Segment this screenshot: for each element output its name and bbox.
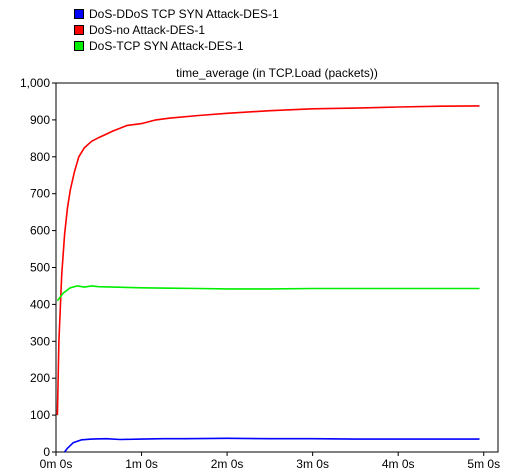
series-line [63,437,480,453]
series-line [56,285,480,302]
legend-swatch [74,41,84,51]
legend-swatch [74,25,84,35]
legend-label: DoS-TCP SYN Attack-DES-1 [89,39,244,53]
x-tick-label: 2m 0s [211,457,244,471]
x-tick-label: 3m 0s [296,457,329,471]
axes: 0 100 200 300 400 500 600 700 800 900 1,000 0m 0s 1m… [20,76,500,471]
legend-label: DoS-DDoS TCP SYN Attack-DES-1 [89,7,279,21]
chart-title: time_average (in TCP.Load (packets)) [176,66,378,80]
y-tick-label: 200 [30,371,50,385]
y-tick-label: 900 [30,113,50,127]
y-tick-label: 700 [30,187,50,201]
x-tick-label: 4m 0s [382,457,415,471]
legend-item: DoS-no Attack-DES-1 [74,22,279,38]
y-tick-label: 800 [30,150,50,164]
y-tick-label: 0 [43,445,50,459]
x-tick-label: 0m 0s [40,457,73,471]
legend-label: DoS-no Attack-DES-1 [89,23,206,37]
series-line [56,105,480,416]
y-tick-label: 100 [30,408,50,422]
y-tick-label: 300 [30,334,50,348]
y-tick-label: 600 [30,224,50,238]
x-tick-label: 5m 0s [467,457,500,471]
y-tick-label: 500 [30,261,50,275]
legend-swatch [74,9,84,19]
x-tick-label: 1m 0s [125,457,158,471]
y-tick-label: 1,000 [20,76,50,90]
plot-area [55,82,499,453]
legend-item: DoS-TCP SYN Attack-DES-1 [74,38,279,54]
y-tick-label: 400 [30,297,50,311]
series-group [56,105,480,453]
legend-item: DoS-DDoS TCP SYN Attack-DES-1 [74,6,279,22]
legend: DoS-DDoS TCP SYN Attack-DES-1 DoS-no Att… [74,6,279,54]
